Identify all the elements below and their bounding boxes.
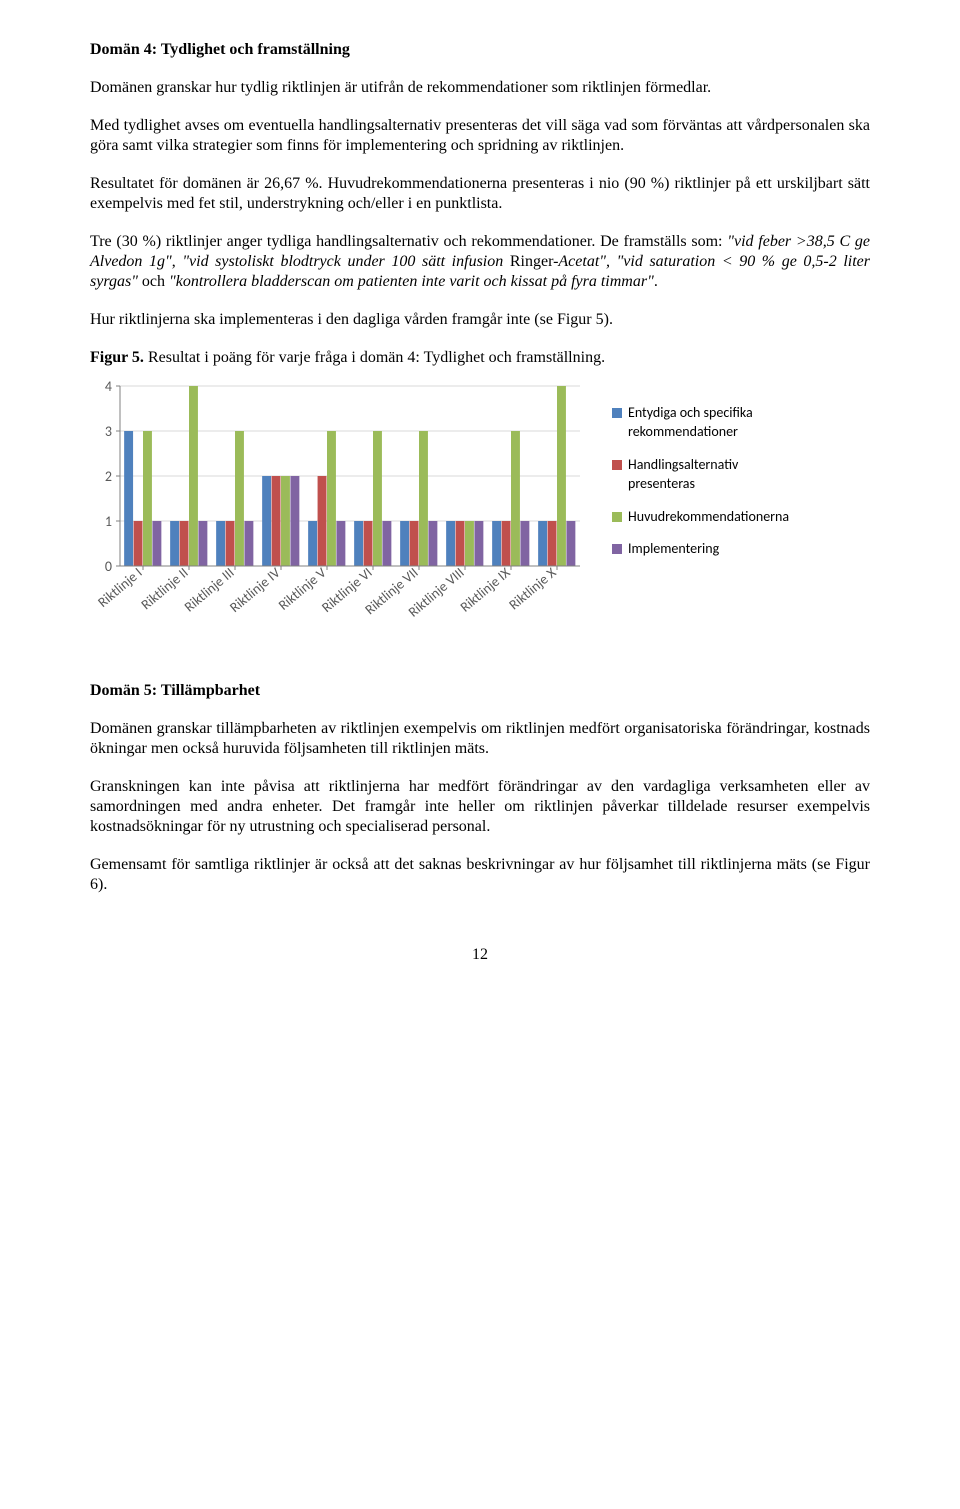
domain5-p3: Gemensamt för samtliga riktlinjer är ock… (90, 855, 870, 895)
legend-swatch (612, 544, 622, 554)
domain4-p1: Domänen granskar hur tydlig riktlinjen ä… (90, 78, 870, 98)
svg-text:0: 0 (105, 558, 112, 575)
p4-text-d: och (138, 273, 169, 290)
svg-text:Riktlinje I: Riktlinje I (94, 564, 145, 611)
domain5-p2: Granskningen kan inte påvisa att riktlin… (90, 777, 870, 837)
svg-text:Riktlinje IV: Riktlinje IV (226, 564, 283, 616)
legend-label: Implementering (628, 540, 719, 559)
domain4-p4: Tre (30 %) riktlinjer anger tydliga hand… (90, 232, 870, 292)
figure-label: Figur 5. (90, 349, 144, 366)
legend-swatch (612, 512, 622, 522)
legend-item: Handlingsalternativ presenteras (612, 456, 808, 494)
p4-text-a: Tre (30 %) riktlinjer anger tydliga hand… (90, 233, 727, 250)
svg-text:3: 3 (105, 423, 112, 440)
domain4-p5: Hur riktlinjerna ska implementeras i den… (90, 310, 870, 330)
legend-label: Handlingsalternativ presenteras (628, 456, 808, 494)
svg-text:2: 2 (105, 468, 112, 485)
bar-chart: 01234Riktlinje IRiktlinje IIRiktlinje II… (90, 376, 590, 641)
svg-text:4: 4 (105, 378, 112, 395)
svg-text:Riktlinje X: Riktlinje X (505, 564, 560, 614)
legend-item: Huvudrekommendationerna (612, 508, 808, 527)
chart-legend: Entydiga och specifika rekommendationer H… (612, 404, 808, 573)
page-number: 12 (90, 945, 870, 965)
domain5-heading: Domän 5: Tillämpbarhet (90, 681, 870, 701)
p4-text-b: , (172, 253, 183, 270)
domain5-p1: Domänen granskar tillämpbarheten av rikt… (90, 719, 870, 759)
legend-item: Implementering (612, 540, 808, 559)
legend-swatch (612, 460, 622, 470)
p4-it2: "vid systoliskt blodtryck under 100 sätt… (182, 253, 510, 270)
legend-item: Entydiga och specifika rekommendationer (612, 404, 808, 442)
figure-5: 01234Riktlinje IRiktlinje IIRiktlinje II… (90, 376, 870, 641)
domain4-p3: Resultatet för domänen är 26,67 %. Huvud… (90, 174, 870, 214)
p4-text-c: Ringer- (510, 253, 559, 270)
p4-it4: "kontrollera bladderscan om patienten in… (169, 273, 654, 290)
svg-text:Riktlinje IX: Riktlinje IX (457, 564, 514, 616)
domain4-heading: Domän 4: Tydlighet och framställning (90, 40, 870, 60)
legend-label: Huvudrekommendationerna (628, 508, 789, 527)
legend-label: Entydiga och specifika rekommendationer (628, 404, 808, 442)
p4-text-e: . (654, 273, 658, 290)
figure-caption-text: Resultat i poäng för varje fråga i domän… (144, 349, 605, 366)
legend-swatch (612, 408, 622, 418)
svg-text:1: 1 (105, 513, 112, 530)
figure-caption: Figur 5. Resultat i poäng för varje fråg… (90, 348, 870, 368)
domain4-p2: Med tydlighet avses om eventuella handli… (90, 116, 870, 156)
